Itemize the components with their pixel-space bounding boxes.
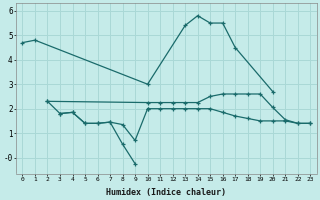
- X-axis label: Humidex (Indice chaleur): Humidex (Indice chaleur): [106, 188, 226, 197]
